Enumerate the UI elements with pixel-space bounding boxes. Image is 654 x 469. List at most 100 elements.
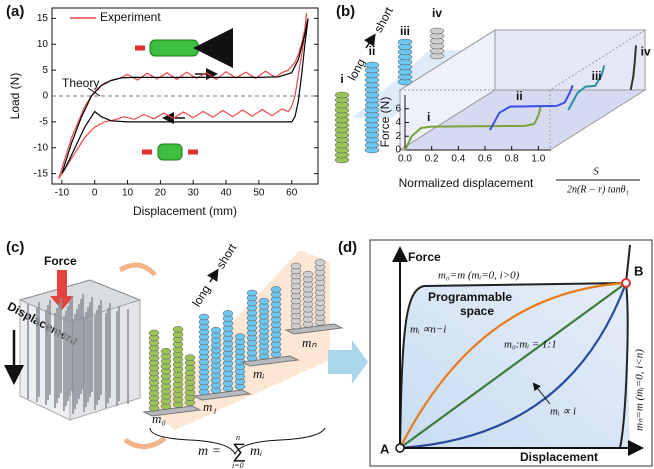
formula-lower: i=0 [232,461,244,469]
region-label: Programmable [428,290,512,304]
coil-ring [334,91,350,99]
spring-illustration [135,40,215,161]
box-3d [352,29,647,151]
series-label: ii [516,89,523,103]
group-label: mₙ [302,335,317,350]
curve-equal [399,282,627,449]
transition-arrow [328,340,368,384]
x-tick-label: 20 [155,188,167,199]
data-line [61,18,309,174]
group-label: mᵢ [253,366,264,381]
coil-ring [246,289,258,297]
group-label: m₁ [203,399,217,414]
x-tick-label: 0.0 [398,154,412,165]
point-b [621,278,631,288]
x-tick-label: 50 [253,188,265,199]
x-axis-label: Normalized displacement [399,176,534,190]
series-label: iii [592,69,602,83]
panel-label: (a) [6,3,24,20]
data-line [404,105,542,151]
y-tick-label: 10 [37,39,49,50]
pillar-array [18,279,142,421]
curve-label: m₀:mᵢ = 1:1 [504,339,557,351]
point-label: B [634,263,643,278]
point-a [395,443,405,453]
coil-ring [148,329,160,337]
order-label: short [213,241,239,272]
x-axis-label: Displacement [520,450,598,464]
tray [240,355,300,367]
x-tick-label: 0 [92,188,98,199]
coil-ring [184,354,196,361]
panel-label: (d) [338,239,357,256]
data-line [489,84,574,131]
x-tick-label: 40 [220,188,232,199]
formula-sum: ∑ [232,440,246,462]
y-tick-label: 6 [395,103,401,114]
annotation: Theory [62,76,99,90]
order-label: long [345,56,368,83]
force-arrow-head [50,296,74,310]
coil-ring [314,259,326,266]
x-tick-label: 30 [188,188,200,199]
stack-label: ii [369,44,376,58]
y-tick-label: 2 [395,131,401,142]
curve-label: mₙ=m (mᵢ=0, i<n) [634,349,646,431]
coil-ring [258,297,270,305]
order-arrow [364,33,376,49]
coil-ring [270,286,282,293]
flow-arrow [123,435,167,449]
coil-ring [364,61,380,69]
coil-ring [397,38,413,46]
tray [192,389,252,401]
coil-ring [198,313,210,321]
y-tick-label: -15 [34,168,49,179]
order-arrow [207,268,219,283]
formula-term: mᵢ [250,444,262,459]
x-tick-label: 0.4 [451,154,465,165]
y-tick-label: 0 [395,145,401,156]
label-pointer [532,382,551,405]
x-tick-label: 10 [122,188,134,199]
coil-ring [210,326,222,334]
x-tick-label: 0.8 [505,154,519,165]
y-tick-label: -10 [34,142,49,153]
coil-ring [160,347,172,355]
series-label: i [427,110,430,124]
formula-numerator: S [593,166,599,178]
formula-lhs: m = [198,444,221,459]
data-line [58,13,308,180]
stack-label: i [340,72,343,86]
x-tick-label: 60 [286,188,298,199]
curve-mn [400,244,631,449]
curve-label: m₀=m (mᵢ=0, i>0) [438,270,520,282]
panel-label: (c) [6,239,24,256]
coil-ring [290,262,302,270]
order-label: long [189,283,213,310]
panel-label: (b) [336,3,355,20]
legend-label: Experiment [100,10,161,24]
region-label: space [460,304,494,318]
x-tick-label: 0.2 [425,154,439,165]
force-label: Force [44,254,77,268]
x-tick-label: -10 [55,188,70,199]
curve-label: mᵢ ∝n−i [410,324,446,336]
formula-denominator: 2n(R − r) tanθ₁ [567,184,629,195]
data-line [629,45,637,91]
coil-ring [302,270,314,278]
tray [142,405,202,417]
brace [149,427,326,456]
coil-ring [234,333,246,340]
y-tick-label: 15 [37,13,49,24]
coil-ring [172,326,184,333]
order-label: short [371,4,396,35]
stack-label: iii [400,24,410,38]
y-axis-label: Load (N) [8,73,22,120]
curve-increasing [399,282,628,450]
series-label: iv [641,45,651,59]
x-tick-label: 0.6 [478,154,492,165]
x-tick-label: 1.0 [531,154,545,165]
curve-label: mᵢ ∝ i [550,406,576,418]
y-tick-label: 4 [395,117,401,128]
tray [284,323,344,335]
